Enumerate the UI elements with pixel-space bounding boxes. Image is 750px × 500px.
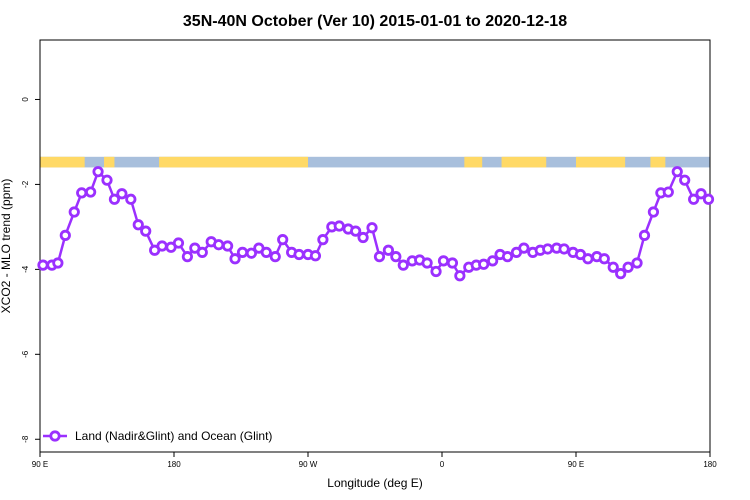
data-point bbox=[487, 255, 499, 267]
data-point bbox=[236, 246, 249, 258]
plot-frame bbox=[39, 39, 711, 453]
y-axis: 0 -2 -4 -6 -8 bbox=[21, 97, 40, 443]
data-point bbox=[37, 259, 49, 271]
x-axis-label: Longitude (deg E) bbox=[327, 476, 422, 490]
data-point bbox=[140, 225, 152, 237]
legend-marker bbox=[49, 430, 61, 442]
data-point bbox=[317, 234, 329, 246]
x-axis: 90 E 180 90 W 0 90 E 180 bbox=[32, 452, 717, 469]
data-point bbox=[172, 237, 185, 249]
data-point bbox=[382, 244, 394, 256]
data-point bbox=[213, 239, 225, 251]
land-band bbox=[104, 156, 115, 168]
data-point bbox=[229, 253, 241, 265]
data-point bbox=[437, 255, 450, 267]
land-ocean-strip bbox=[40, 156, 710, 168]
land-band bbox=[501, 156, 547, 168]
data-point bbox=[181, 251, 193, 263]
data-point bbox=[478, 258, 490, 270]
data-point bbox=[357, 231, 369, 244]
data-point bbox=[116, 188, 128, 200]
data-point bbox=[397, 259, 409, 271]
data-point bbox=[92, 166, 104, 178]
land-band bbox=[40, 156, 85, 168]
data-point bbox=[101, 174, 113, 186]
data-point bbox=[108, 193, 121, 205]
data-point bbox=[309, 250, 322, 262]
land-band bbox=[650, 156, 666, 168]
y-tick-label: -8 bbox=[21, 435, 30, 443]
y-tick-label: 0 bbox=[21, 97, 30, 102]
data-point bbox=[421, 257, 433, 269]
chart-title: 35N-40N October (Ver 10) 2015-01-01 to 2… bbox=[183, 13, 567, 30]
legend-label: Land (Nadir&Glint) and Ocean (Glint) bbox=[75, 429, 272, 443]
data-point bbox=[260, 246, 272, 258]
data-point bbox=[293, 248, 305, 261]
data-point bbox=[156, 240, 168, 252]
y-axis-label: XCO2 - MLO trend (ppm) bbox=[0, 179, 13, 314]
land-band bbox=[576, 156, 626, 168]
data-point bbox=[59, 229, 71, 241]
data-point bbox=[390, 251, 402, 263]
data-point bbox=[518, 242, 530, 254]
legend: Land (Nadir&Glint) and Ocean (Glint) bbox=[43, 429, 272, 443]
data-point bbox=[333, 220, 345, 232]
data-point bbox=[132, 219, 144, 231]
land-band bbox=[464, 156, 483, 168]
data-point bbox=[631, 257, 643, 269]
data-point bbox=[558, 243, 570, 255]
y-tick-label: -2 bbox=[21, 180, 30, 188]
data-point bbox=[702, 193, 715, 205]
data-point bbox=[671, 166, 683, 178]
data-point bbox=[622, 261, 634, 273]
data-point bbox=[695, 188, 707, 200]
data-point bbox=[125, 193, 137, 205]
land-band bbox=[159, 156, 308, 168]
data-point bbox=[501, 251, 514, 263]
data-point bbox=[582, 253, 594, 265]
ocean-band bbox=[40, 156, 710, 168]
data-point bbox=[350, 225, 362, 237]
y-tick-label: -6 bbox=[21, 350, 30, 358]
x-tick-label: 0 bbox=[440, 460, 445, 469]
data-point bbox=[85, 186, 97, 198]
data-point bbox=[269, 251, 281, 263]
data-point bbox=[76, 187, 88, 199]
data-point bbox=[446, 257, 459, 269]
x-tick-label: 180 bbox=[703, 460, 717, 469]
y-tick-label: -4 bbox=[21, 265, 30, 273]
data-point bbox=[615, 268, 627, 280]
data-point bbox=[607, 261, 619, 273]
data-point bbox=[679, 174, 691, 186]
data-point bbox=[373, 251, 386, 263]
data-point bbox=[52, 257, 64, 269]
data-point bbox=[638, 229, 651, 241]
series-layer bbox=[37, 166, 715, 282]
data-point bbox=[196, 246, 208, 258]
data-point bbox=[430, 265, 442, 278]
x-tick-label: 90 E bbox=[568, 460, 584, 469]
x-tick-label: 90 W bbox=[299, 460, 318, 469]
data-point bbox=[598, 253, 610, 265]
x-tick-label: 90 E bbox=[32, 460, 48, 469]
data-point bbox=[454, 270, 466, 282]
data-point bbox=[277, 234, 289, 246]
data-point bbox=[245, 247, 258, 259]
data-point bbox=[222, 240, 234, 252]
data-point bbox=[647, 206, 660, 218]
data-point bbox=[366, 222, 378, 234]
data-point bbox=[542, 243, 554, 255]
data-point bbox=[688, 193, 700, 205]
x-tick-label: 180 bbox=[167, 460, 181, 469]
data-point bbox=[68, 206, 80, 218]
data-point bbox=[662, 186, 674, 198]
